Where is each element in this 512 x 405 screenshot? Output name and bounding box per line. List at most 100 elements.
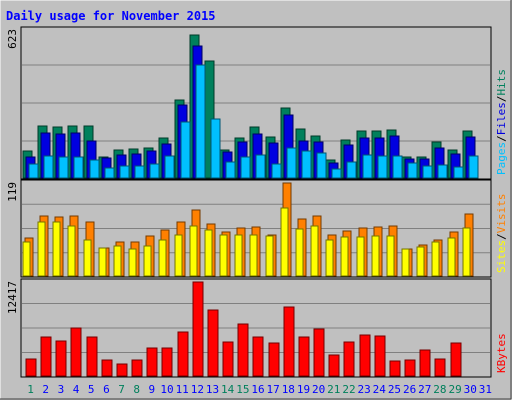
bar-pages-day-6 xyxy=(104,167,115,179)
bar-pages-day-17 xyxy=(271,163,282,179)
x-label-day-18: 18 xyxy=(282,383,295,396)
bar-kbytes-day-26 xyxy=(404,359,416,377)
bar-pages-day-2 xyxy=(43,155,54,179)
bar-sites-day-29 xyxy=(447,237,456,277)
bar-sites-day-18 xyxy=(280,207,289,277)
bar-pages-day-7 xyxy=(119,165,130,179)
y-max-label-bottom: 12417 xyxy=(6,281,19,314)
bar-sites-day-19 xyxy=(295,228,304,277)
bar-pages-day-20 xyxy=(316,152,327,179)
bar-pages-day-15 xyxy=(240,156,251,179)
bar-pages-day-10 xyxy=(164,155,175,179)
x-label-day-7: 7 xyxy=(118,383,125,396)
panel-top: 623 Pages/Files/Hits xyxy=(6,26,508,180)
y-max-label-middle: 119 xyxy=(6,182,19,202)
bar-pages-day-19 xyxy=(301,150,312,179)
bar-sites-day-10 xyxy=(158,239,167,277)
x-label-day-1: 1 xyxy=(27,383,34,396)
bar-kbytes-day-6 xyxy=(101,359,113,377)
bar-sites-day-15 xyxy=(234,234,243,277)
x-label-day-10: 10 xyxy=(160,383,173,396)
bar-sites-day-26 xyxy=(401,248,410,277)
bar-pages-day-21 xyxy=(331,168,342,179)
x-label-day-17: 17 xyxy=(267,383,280,396)
series-label-middle: Sites/Visits xyxy=(495,194,508,274)
x-label-day-23: 23 xyxy=(358,383,371,396)
bar-pages-day-27 xyxy=(422,165,433,179)
bar-sites-day-13 xyxy=(204,229,213,277)
x-label-day-16: 16 xyxy=(251,383,264,396)
x-label-day-29: 29 xyxy=(448,383,461,396)
bar-kbytes-day-18 xyxy=(283,306,295,377)
bar-pages-day-25 xyxy=(392,155,403,179)
bar-pages-day-23 xyxy=(362,154,373,179)
x-label-day-19: 19 xyxy=(297,383,310,396)
x-label-day-24: 24 xyxy=(373,383,387,396)
bar-sites-day-28 xyxy=(431,241,440,277)
bar-kbytes-day-16 xyxy=(252,336,264,377)
y-max-label-top: 623 xyxy=(6,29,19,49)
bar-sites-day-30 xyxy=(462,227,471,277)
bar-kbytes-day-19 xyxy=(298,336,310,377)
bar-pages-day-13 xyxy=(210,118,221,179)
legend-files: Files xyxy=(495,102,508,135)
series-label-bottom: KBytes xyxy=(495,333,508,373)
bar-kbytes-day-17 xyxy=(268,342,280,377)
bar-sites-day-7 xyxy=(113,245,122,277)
chart-title: Daily usage for November 2015 xyxy=(6,9,216,23)
bar-kbytes-day-11 xyxy=(177,331,189,377)
bar-sites-day-25 xyxy=(386,235,395,277)
chart-panels: 623 Pages/Files/Hits 119 Sites/Visits 12417 K… xyxy=(6,26,508,378)
bar-kbytes-day-20 xyxy=(313,328,325,377)
bar-kbytes-day-25 xyxy=(389,360,401,377)
bar-kbytes-day-14 xyxy=(222,341,234,377)
x-label-day-30: 30 xyxy=(464,383,477,396)
bar-kbytes-day-27 xyxy=(419,349,431,377)
bar-sites-day-3 xyxy=(52,221,61,277)
bar-kbytes-day-12 xyxy=(192,281,204,377)
bar-sites-day-27 xyxy=(416,246,425,277)
x-label-day-15: 15 xyxy=(236,383,249,396)
bar-sites-day-20 xyxy=(310,225,319,277)
bar-sites-day-17 xyxy=(265,235,274,277)
bar-kbytes-day-5 xyxy=(86,336,98,377)
bar-pages-day-12 xyxy=(195,64,206,179)
bar-kbytes-day-8 xyxy=(131,359,143,377)
bar-kbytes-day-2 xyxy=(40,336,52,377)
bar-sites-day-2 xyxy=(37,221,46,277)
bar-kbytes-day-7 xyxy=(116,363,128,377)
x-label-day-20: 20 xyxy=(312,383,325,396)
x-label-day-11: 11 xyxy=(176,383,189,396)
bar-kbytes-day-28 xyxy=(434,358,446,377)
bar-pages-day-11 xyxy=(180,121,191,179)
bar-sites-day-6 xyxy=(98,247,107,277)
bar-pages-day-8 xyxy=(134,165,145,179)
legend-kbytes: KBytes xyxy=(495,333,508,373)
x-label-day-26: 26 xyxy=(403,383,416,396)
bar-sites-day-21 xyxy=(325,239,334,277)
bar-kbytes-day-4 xyxy=(70,327,82,377)
x-label-day-14: 14 xyxy=(221,383,235,396)
bar-pages-day-30 xyxy=(468,155,479,179)
panel-middle: 119 Sites/Visits xyxy=(6,179,508,278)
x-label-day-9: 9 xyxy=(149,383,156,396)
legend-visits: Visits xyxy=(495,194,508,234)
x-label-day-5: 5 xyxy=(88,383,95,396)
bar-kbytes-day-1 xyxy=(25,358,37,377)
bar-sites-day-14 xyxy=(219,234,228,277)
bar-kbytes-day-13 xyxy=(207,309,219,377)
bar-sites-day-24 xyxy=(371,235,380,277)
x-label-day-28: 28 xyxy=(433,383,446,396)
series-label-top: Pages/Files/Hits xyxy=(495,69,508,175)
bar-sites-day-1 xyxy=(22,241,31,277)
x-label-day-12: 12 xyxy=(191,383,204,396)
bar-kbytes-day-23 xyxy=(359,334,371,377)
bar-sites-day-22 xyxy=(340,236,349,277)
x-label-day-21: 21 xyxy=(327,383,340,396)
x-label-day-25: 25 xyxy=(388,383,401,396)
x-label-day-22: 22 xyxy=(342,383,355,396)
bar-pages-day-24 xyxy=(377,155,388,179)
panel-bottom: 12417 KBytes xyxy=(6,278,508,378)
